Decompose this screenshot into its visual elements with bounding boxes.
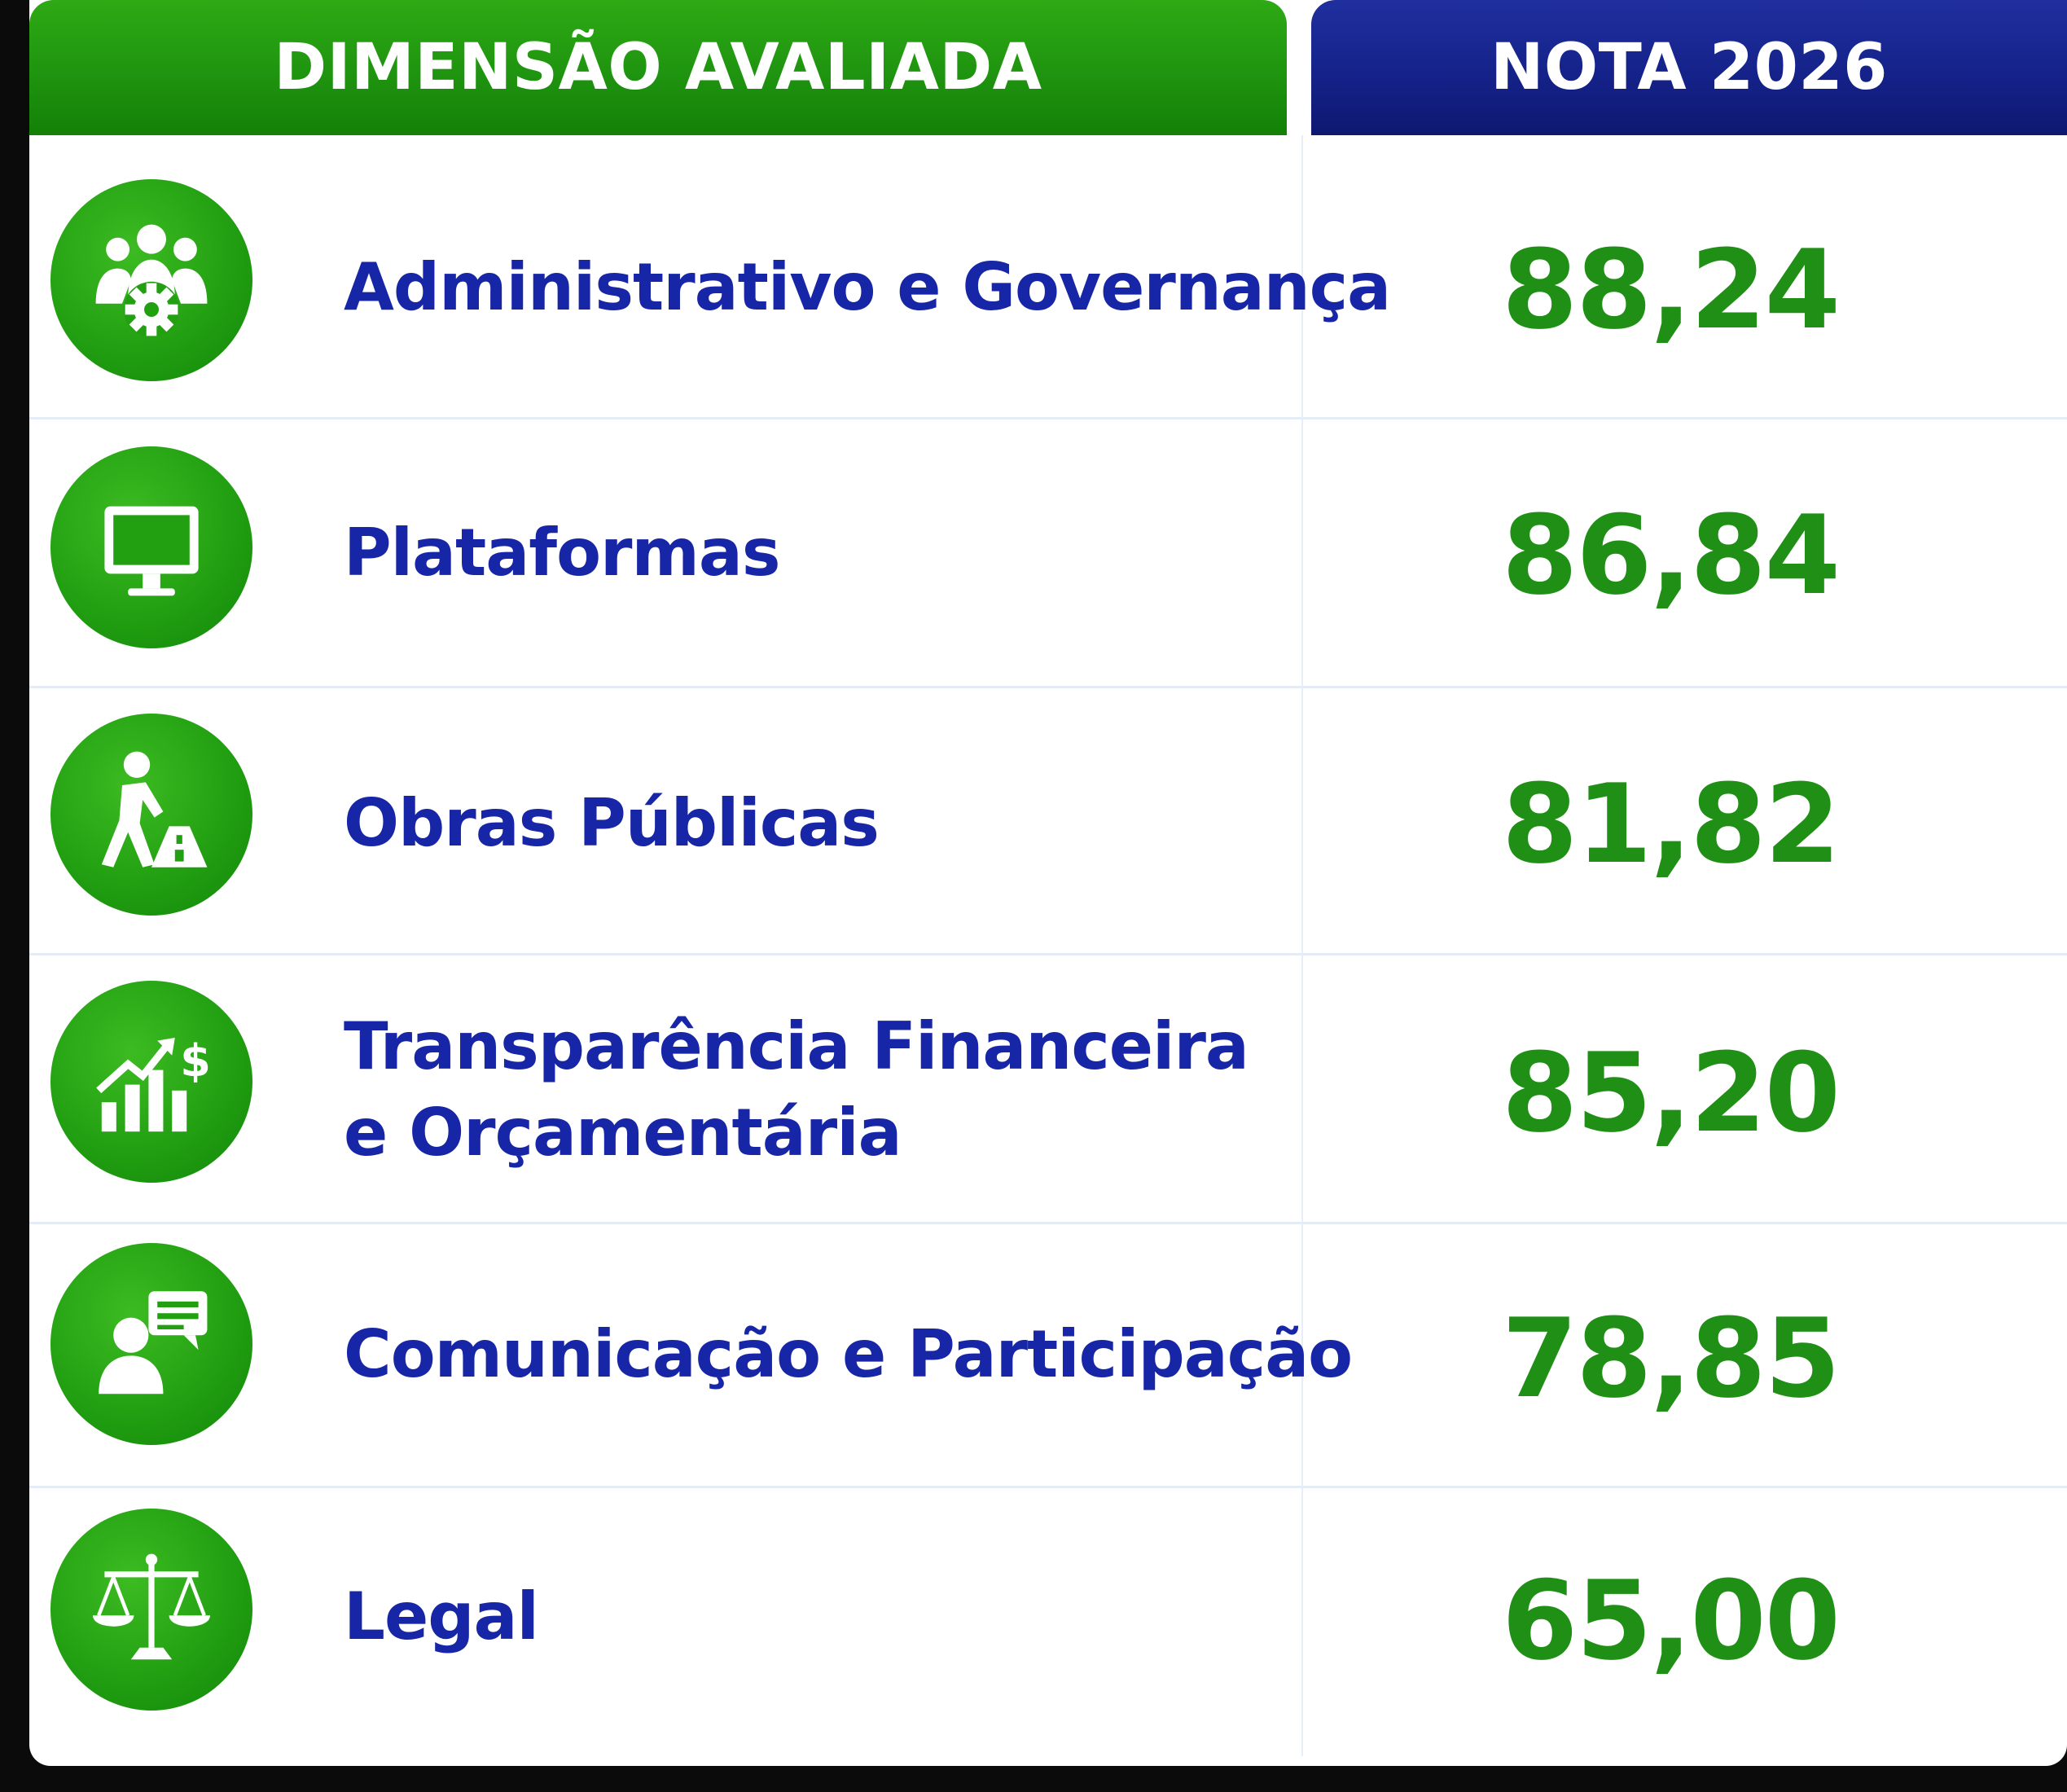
finance-chart-icon: $	[50, 981, 252, 1183]
row-score-obras: 81,82	[1502, 761, 1841, 888]
row-label-transparencia: Transparência Financeira e Orçamentária	[344, 1008, 1249, 1171]
row-score-transparencia: 85,20	[1502, 1030, 1841, 1157]
header-score-label: NOTA 2026	[1490, 31, 1888, 104]
row-label-comunicacao: Comunicação e Participação	[344, 1316, 1353, 1392]
row-divider	[29, 686, 2067, 688]
people-gear-icon	[50, 179, 252, 381]
row-label-legal: Legal	[344, 1579, 539, 1654]
row-score-legal: 65,00	[1502, 1557, 1841, 1684]
row-label-administrativo: Administrativo e Governança	[344, 249, 1391, 325]
svg-text:$: $	[180, 1035, 211, 1087]
scales-icon	[50, 1509, 252, 1711]
row-divider	[29, 417, 2067, 419]
row-label-obras: Obras Públicas	[344, 785, 880, 861]
header-dimension-label: DIMENSÃO AVALIADA	[274, 31, 1042, 104]
row-score-administrativo: 88,24	[1502, 226, 1841, 354]
row-divider	[29, 953, 2067, 955]
row-score-plataformas: 86,84	[1502, 492, 1841, 619]
header-dimension: DIMENSÃO AVALIADA	[29, 0, 1287, 135]
chat-person-icon	[50, 1243, 252, 1445]
row-divider	[29, 1486, 2067, 1488]
monitor-icon	[50, 446, 252, 648]
header-score: NOTA 2026	[1311, 0, 2067, 135]
row-score-comunicacao: 78,85	[1502, 1295, 1841, 1422]
road-worker-icon	[50, 714, 252, 916]
row-divider	[29, 1222, 2067, 1224]
row-label-plataformas: Plataformas	[344, 515, 780, 591]
score-table-card	[29, 0, 2067, 1766]
column-divider	[1301, 135, 1303, 1756]
